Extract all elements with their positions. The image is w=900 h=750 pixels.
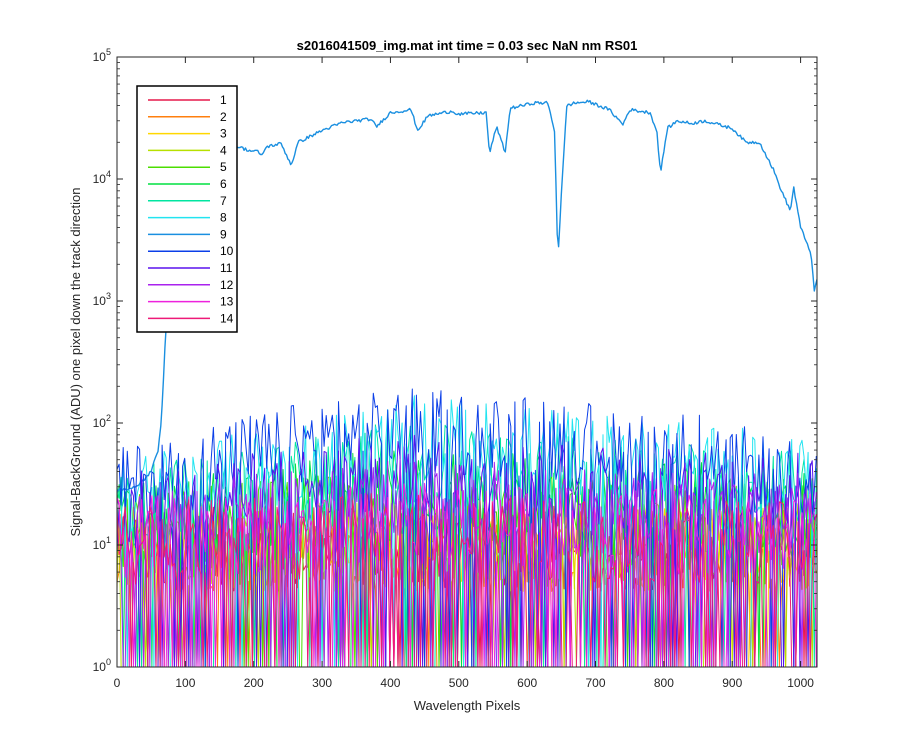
legend-label-12: 12 [220, 278, 234, 292]
y-tick-label: 105 [93, 47, 111, 64]
x-tick-label: 1000 [787, 676, 814, 690]
y-tick-label: 103 [93, 291, 111, 308]
legend-label-9: 9 [220, 227, 227, 241]
x-tick-label: 900 [722, 676, 742, 690]
x-tick-label: 300 [312, 676, 332, 690]
series-line-13 [117, 482, 817, 667]
y-axis-label: Signal-BackGround (ADU) one pixel down t… [68, 187, 83, 536]
x-axis: 0 100 200 300 400 500 600 700 800 900 1000 [114, 57, 814, 690]
x-tick-label: 100 [175, 676, 195, 690]
x-tick-label: 400 [380, 676, 400, 690]
axes-box [116, 56, 818, 668]
y-tick-label: 101 [93, 535, 111, 552]
legend-label-3: 3 [220, 127, 227, 141]
legend-label-11: 11 [220, 261, 233, 275]
legend-label-10: 10 [220, 244, 234, 258]
series-line-14 [117, 493, 817, 667]
legend-label-14: 14 [220, 311, 234, 325]
legend-label-7: 7 [220, 194, 227, 208]
legend-box [136, 85, 238, 333]
legend-label-5: 5 [220, 160, 227, 174]
legend-label-8: 8 [220, 211, 227, 225]
legend-label-6: 6 [220, 177, 227, 191]
legend-label-13: 13 [220, 295, 234, 309]
x-tick-label: 700 [586, 676, 606, 690]
legend-label-2: 2 [220, 110, 227, 124]
x-axis-label: Wavelength Pixels [414, 698, 521, 713]
series-layer [117, 99, 817, 667]
x-tick-label: 500 [449, 676, 469, 690]
y-tick-label: 102 [93, 413, 111, 430]
chart-title: s2016041509_img.mat int time = 0.03 sec … [297, 38, 638, 53]
x-tick-label: 0 [114, 676, 121, 690]
legend-label-4: 4 [220, 143, 227, 157]
y-tick-label: 100 [93, 657, 111, 674]
x-tick-label: 600 [517, 676, 537, 690]
legend-label-1: 1 [220, 93, 227, 107]
x-tick-label: 200 [244, 676, 264, 690]
y-tick-label: 104 [93, 169, 111, 186]
x-tick-label: 800 [654, 676, 674, 690]
